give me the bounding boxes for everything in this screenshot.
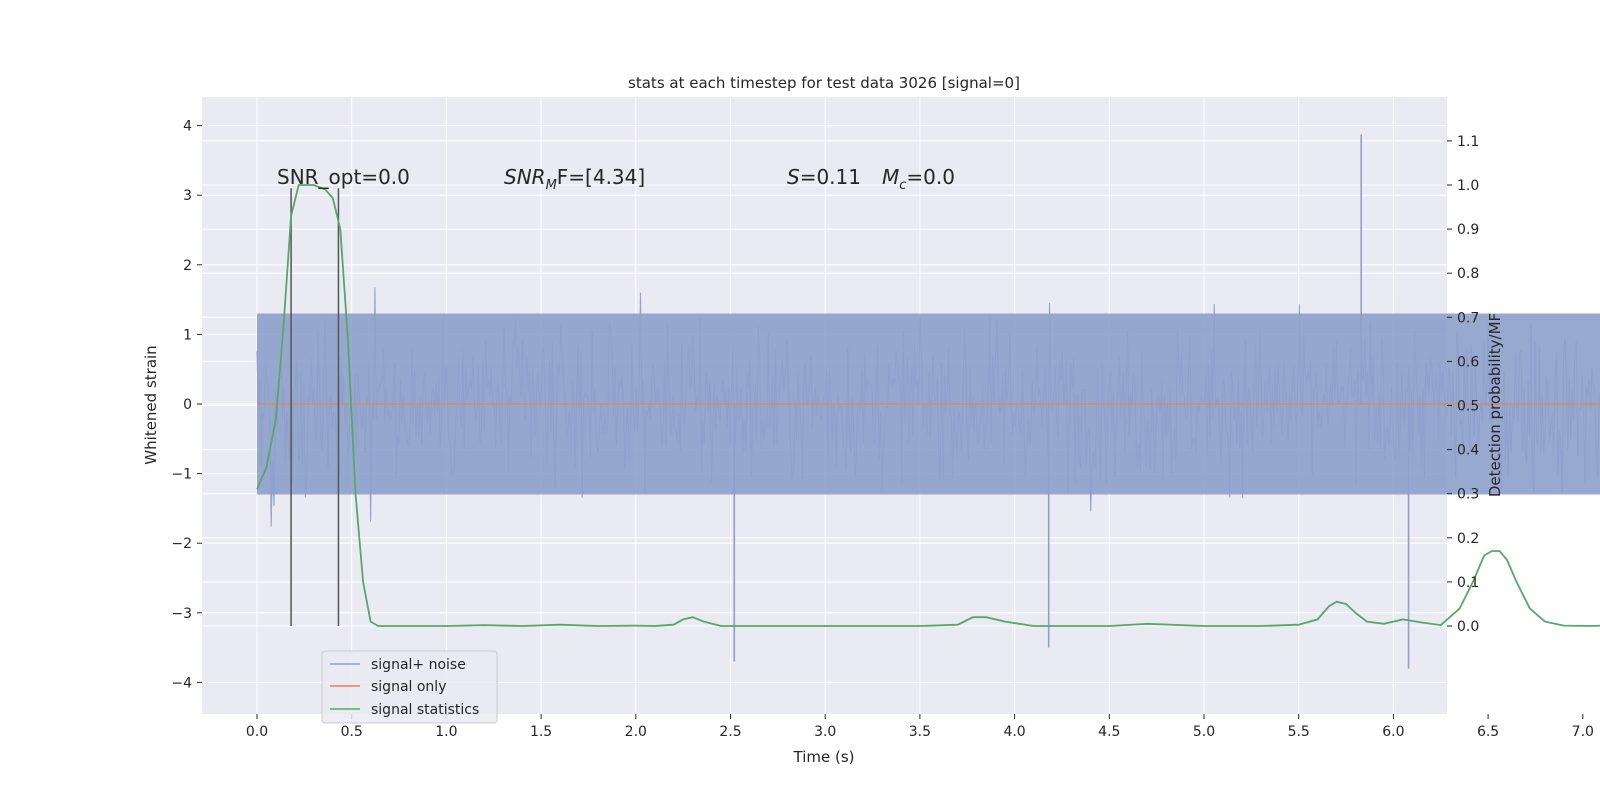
- legend: signal+ noise signal only signal statist…: [321, 650, 498, 724]
- y-tick-label: 0: [183, 397, 192, 413]
- annotation-snr-opt: SNR_opt=0.0: [277, 165, 410, 189]
- y-tick-label: 4: [183, 119, 192, 135]
- x-axis-label: Time (s): [793, 748, 855, 766]
- legend-box: [321, 650, 498, 724]
- annotation-mc: Mc=0.0: [882, 165, 955, 193]
- y-tick-label: −2: [171, 536, 192, 552]
- x-tick-label: 6.5: [1477, 724, 1499, 740]
- y-right-tick-label: 0.7: [1457, 310, 1479, 326]
- y-right-tick-label: 1.1: [1457, 134, 1479, 150]
- signal-statistics-line: [256, 184, 1600, 627]
- annotation-snr-mf: SNRMF=[4.34]: [504, 165, 645, 193]
- y-tick-label: −4: [171, 675, 192, 691]
- s-stat-value: =0.11: [800, 165, 861, 189]
- x-tick-label: 2.0: [625, 724, 647, 740]
- mc-symbol: M: [882, 165, 899, 189]
- snr-mf-subscript: M: [546, 178, 557, 193]
- mc-value: =0.0: [906, 165, 955, 189]
- y-right-tick-label: 0.2: [1457, 531, 1479, 547]
- y-axis-right-label: Detection probability/MF: [1486, 313, 1504, 497]
- y-right-tick-label: 0.4: [1457, 443, 1479, 459]
- snr-mf-prefix: SNR: [504, 165, 546, 189]
- chart-title: stats at each timestep for test data 302…: [628, 74, 1020, 92]
- y-axis-ticks: 4 3 2 1 0 −1 −2 −3 −4: [171, 119, 202, 691]
- legend-label-signal-statistics: signal statistics: [371, 702, 479, 718]
- y-right-tick-label: 0.5: [1457, 399, 1479, 415]
- x-tick-label: 2.5: [719, 724, 741, 740]
- x-tick-label: 6.0: [1382, 724, 1404, 740]
- legend-label-signal-noise: signal+ noise: [371, 657, 466, 673]
- y-right-tick-label: 0.0: [1457, 619, 1479, 635]
- x-tick-label: 1.0: [435, 724, 457, 740]
- signal-noise-line: [256, 287, 1600, 527]
- snr-mf-suffix: F=[4.34]: [557, 165, 645, 189]
- x-tick-label: 4.0: [1003, 724, 1025, 740]
- y-tick-label: 3: [183, 188, 192, 204]
- annotation-s-stat: S=0.11: [787, 165, 861, 189]
- x-axis-ticks: 0.0 0.5 1.0 1.5 2.0 2.5 3.0 3.5 4.0 4.5 5.0 5.5 6.0 6…: [246, 714, 1594, 740]
- y-right-tick-label: 0.6: [1457, 354, 1479, 370]
- y-right-tick-label: 0.3: [1457, 487, 1479, 503]
- x-tick-label: 0.0: [246, 724, 268, 740]
- y-tick-label: 1: [183, 327, 192, 343]
- y-axis-label: Whitened strain: [142, 345, 160, 464]
- signal-statistics-series: [256, 184, 1600, 627]
- y-right-tick-label: 0.8: [1457, 266, 1479, 282]
- x-tick-label: 4.5: [1098, 724, 1120, 740]
- vertical-markers: [290, 188, 340, 626]
- y-tick-label: −1: [171, 467, 192, 483]
- mc-subscript: c: [899, 178, 906, 193]
- y-axis-right-ticks: 1.1 1.0 0.9 0.8 0.7 0.6 0.5 0.4 0.3 0.2 0.1 0.0: [1447, 134, 1479, 635]
- x-tick-label: 7.0: [1572, 724, 1594, 740]
- y-right-tick-label: 0.9: [1457, 222, 1479, 238]
- y-right-tick-label: 0.1: [1457, 575, 1479, 591]
- x-tick-label: 1.5: [530, 724, 552, 740]
- s-stat-symbol: S: [787, 165, 800, 189]
- y-tick-label: 2: [183, 258, 192, 274]
- legend-label-signal-only: signal only: [371, 679, 446, 695]
- x-tick-label: 5.0: [1193, 724, 1215, 740]
- x-tick-label: 5.5: [1288, 724, 1310, 740]
- x-tick-label: 3.5: [909, 724, 931, 740]
- x-tick-label: 0.5: [341, 724, 363, 740]
- x-tick-label: 3.0: [814, 724, 836, 740]
- y-right-tick-label: 1.0: [1457, 178, 1479, 194]
- y-tick-label: −3: [171, 606, 192, 622]
